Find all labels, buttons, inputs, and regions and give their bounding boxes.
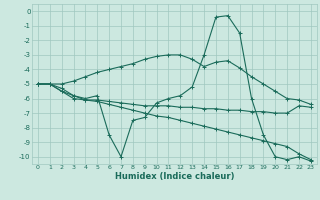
X-axis label: Humidex (Indice chaleur): Humidex (Indice chaleur) (115, 172, 234, 181)
